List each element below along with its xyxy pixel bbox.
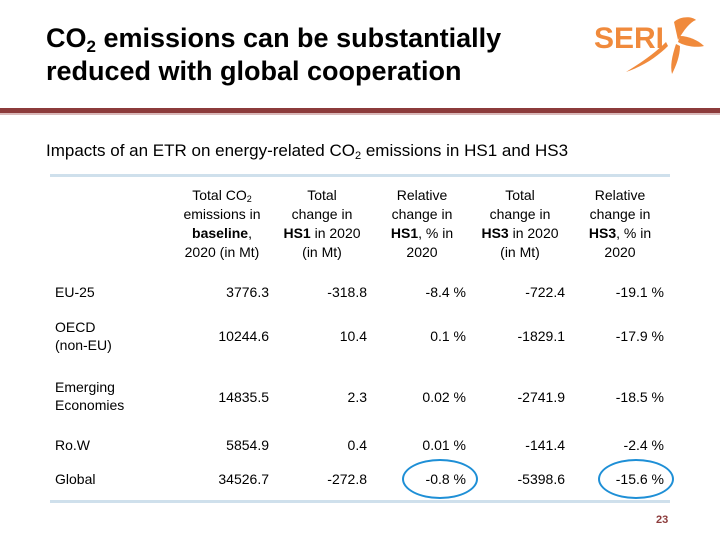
title-line-2: reduced with global cooperation [46,56,462,86]
table-bottom-border [50,500,670,503]
column-header-hs3-relative: Relative change in HS3, % in 2020 [588,187,652,260]
table-cell: -8.4 % [425,284,466,300]
table-cell: 10.4 [339,328,367,344]
header-divider [0,108,720,113]
highlight-circle-hs1-global [402,459,478,499]
table-cell: 2.3 [347,389,367,405]
highlight-circle-hs3-global [598,459,674,499]
table-cell: -272.8 [327,471,367,487]
slide-title: CO2 emissions can be substantially reduc… [46,22,501,88]
table-cell: 0.4 [347,437,367,453]
table-cell: -18.5 % [615,389,664,405]
table-cell: -2.4 % [623,437,664,453]
table-cell: -19.1 % [615,284,664,300]
table-cell: 0.1 % [430,328,466,344]
table-cell: -1829.1 [517,328,565,344]
table-caption: Impacts of an ETR on energy-related CO2 … [46,141,569,162]
column-header-baseline: Total CO2 emissions in baseline, 2020 (i… [183,187,261,260]
table-cell: -2741.9 [517,389,565,405]
column-header-hs1-total: Total change in HS1 in 2020 (in Mt) [283,187,361,260]
table-cell: -141.4 [525,437,565,453]
row-label-eu25: EU-25 [55,284,95,300]
table-cell: -5398.6 [517,471,565,487]
header-divider-shadow [0,113,720,115]
page-number: 23 [656,514,669,526]
logo-text: SERI [594,22,664,55]
table-cell: 34526.7 [218,471,269,487]
row-label-oecd: OECD (non-EU) [55,319,112,353]
table-cell: -318.8 [327,284,367,300]
table-cell: -722.4 [525,284,565,300]
seri-logo: SERI [594,17,704,74]
row-label-emerging: Emerging Economies [55,379,125,413]
table-cell: 5854.9 [226,437,269,453]
table-top-border [50,174,670,177]
table-cell: 14835.5 [218,389,269,405]
column-header-hs3-total: Total change in HS3 in 2020 (in Mt) [481,187,559,260]
table-cell: -17.9 % [615,328,664,344]
table-cell: 0.01 % [422,437,466,453]
table-cell: 0.02 % [422,389,466,405]
table-cell: 10244.6 [218,328,269,344]
table-cell: 3776.3 [226,284,269,300]
column-header-hs1-relative: Relative change in HS1, % in 2020 [390,187,454,260]
title-line-1: CO2 emissions can be substantially [46,23,502,56]
row-label-row: Ro.W [55,437,90,453]
row-label-global: Global [55,471,96,487]
